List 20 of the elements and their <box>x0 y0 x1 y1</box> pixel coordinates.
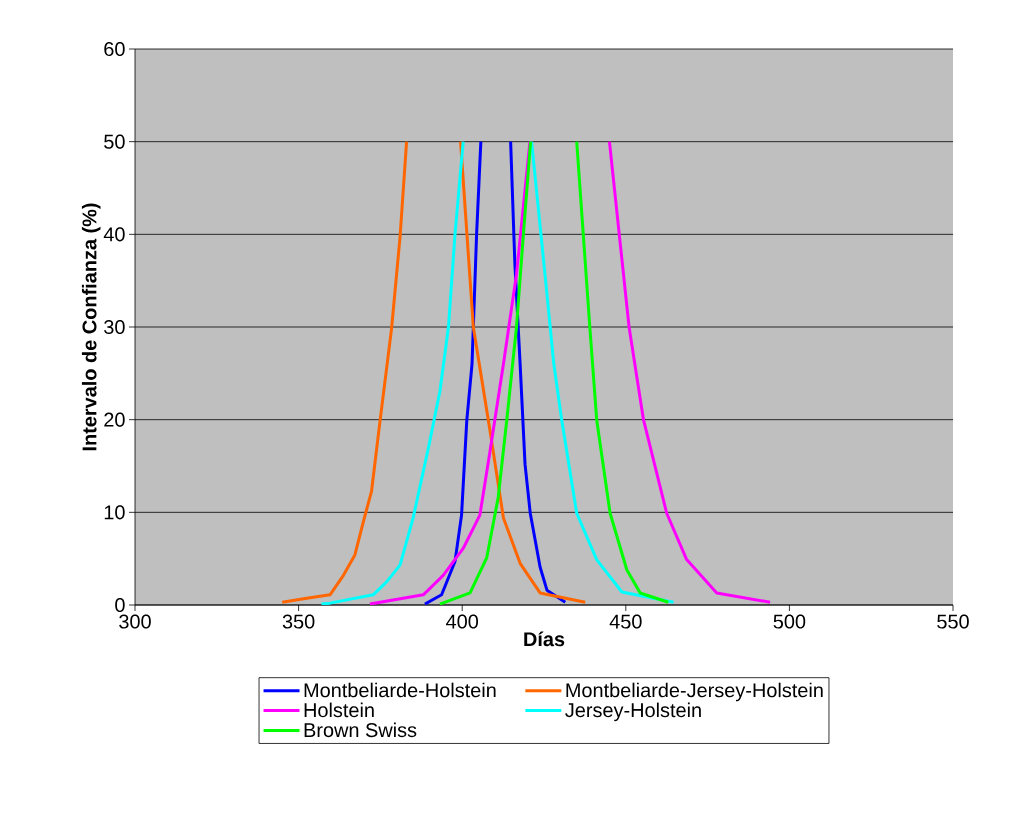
legend-label: Jersey-Holstein <box>565 702 701 722</box>
legend-label: Montbeliarde-Jersey-Holstein <box>566 682 823 702</box>
y-tick-label: 0 <box>115 597 125 613</box>
y-tick-label: 20 <box>104 412 125 427</box>
x-tick-label: 300 <box>119 614 151 629</box>
x-tick-label: 450 <box>609 614 642 629</box>
y-tick-label: 10 <box>104 505 125 520</box>
x-tick-label: 550 <box>937 614 969 629</box>
y-axis-title: Intervalo de Confianza (%) <box>81 203 101 451</box>
legend-label: Holstein <box>304 702 374 718</box>
legend-label: Montbeliarde-Holstein <box>304 682 496 698</box>
x-tick-label: 500 <box>773 614 806 629</box>
x-tick-label: 400 <box>446 614 479 629</box>
x-tick-label: 350 <box>282 614 315 629</box>
y-tick-label: 30 <box>104 319 125 335</box>
x-axis-title: Días <box>524 631 565 647</box>
legend-label: Brown Swiss <box>304 722 417 738</box>
y-tick-label: 50 <box>104 134 125 149</box>
y-tick-label: 60 <box>104 41 125 57</box>
y-tick-label: 40 <box>103 227 125 242</box>
